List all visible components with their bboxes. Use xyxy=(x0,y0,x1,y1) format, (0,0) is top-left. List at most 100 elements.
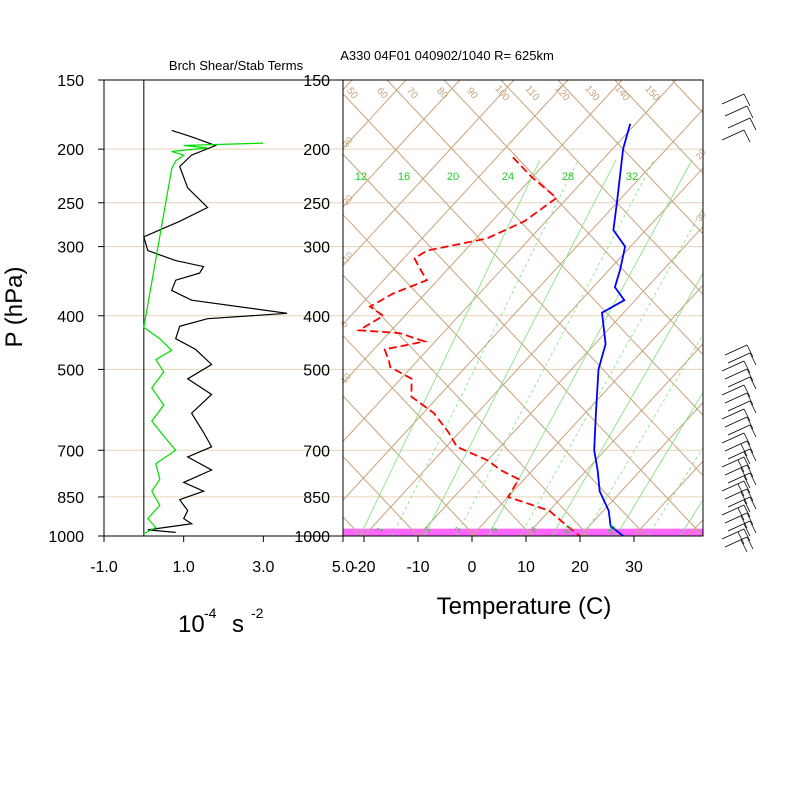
mixing-ratio-line xyxy=(359,159,541,536)
wind-barb-feather xyxy=(743,480,751,494)
wind-barb xyxy=(724,488,754,505)
wind-barb xyxy=(721,93,751,107)
dry-adiabat-label: 150 xyxy=(642,83,661,103)
wind-barb xyxy=(721,129,751,143)
wind-barb-feather xyxy=(749,400,757,414)
wind-barb-feather xyxy=(743,360,751,374)
isotherm-label: -20 xyxy=(339,193,355,209)
dry-adiabat-line xyxy=(343,93,703,477)
right-x-tick-label: -10 xyxy=(406,559,429,576)
wind-barb xyxy=(721,432,751,446)
mixing-ratio-label: 12 xyxy=(355,171,367,183)
wind-barb xyxy=(727,448,757,465)
right-y-tick-label: 500 xyxy=(303,362,330,379)
isotherm-line xyxy=(796,80,800,536)
wind-barb-shaft xyxy=(727,376,751,388)
wind-barb-shaft xyxy=(724,536,748,548)
wind-barb-feather xyxy=(743,451,751,465)
wind-barb xyxy=(727,472,757,489)
wind-barb xyxy=(727,424,757,438)
dry-adiabat-label: 50 xyxy=(344,86,360,102)
wind-barb-shaft xyxy=(727,496,751,508)
wind-barb xyxy=(727,400,757,414)
isotherm-line xyxy=(742,80,800,536)
wind-barb-feather xyxy=(746,105,754,119)
wind-barb-shaft xyxy=(727,472,751,484)
mixing-ratio-line xyxy=(423,159,617,536)
right-y-tick-label: 300 xyxy=(303,240,330,257)
wind-barb xyxy=(724,344,754,358)
isotherm-label: -10 xyxy=(339,250,355,266)
low-mixing-label: 2 xyxy=(423,525,433,534)
wind-barb-feather xyxy=(743,523,751,537)
wind-barb xyxy=(721,504,751,521)
wind-barb-feather xyxy=(746,536,754,550)
wind-barb xyxy=(724,440,754,457)
wind-barb-feather xyxy=(737,507,745,521)
x-label-exponent: -4 xyxy=(204,605,217,621)
right-x-tick-label: -20 xyxy=(352,559,375,576)
isotherm-line xyxy=(343,80,461,208)
x-label-unit-exponent: -2 xyxy=(251,605,264,621)
surface-highlight-band xyxy=(343,528,703,536)
low-mixing-label: 8 xyxy=(529,525,539,534)
isotherm-line xyxy=(363,167,703,536)
right-x-tick-label: 0 xyxy=(468,559,477,576)
right-y-tick-label: 1000 xyxy=(294,529,330,546)
right-y-tick-label: 250 xyxy=(303,196,330,213)
dry-adiabat-line xyxy=(729,80,800,536)
wind-barb-feather xyxy=(740,515,748,529)
mixing-ratio-label: 32 xyxy=(626,171,638,183)
dry-adiabat-line xyxy=(500,80,703,295)
isotherm-line xyxy=(343,108,703,501)
left-y-tick-label: 150 xyxy=(57,73,84,90)
wind-barb xyxy=(727,117,757,131)
wind-barb-feather xyxy=(737,483,745,497)
x-label-base: 10 xyxy=(178,611,205,638)
wind-barb xyxy=(724,512,754,529)
wind-barb-feather xyxy=(749,117,757,131)
temperature-line xyxy=(593,123,632,536)
isotherm-label: 30 xyxy=(694,209,708,223)
wind-barb-feather xyxy=(743,408,751,422)
wind-barb xyxy=(724,464,754,481)
wind-barb-feather xyxy=(746,488,754,502)
left-x-tick-label: 1.0 xyxy=(173,559,195,576)
dry-adiabat-line xyxy=(343,395,476,536)
wind-barb-shaft xyxy=(721,129,745,141)
mixing-ratio-label: 28 xyxy=(562,171,574,183)
wind-barb-feather xyxy=(746,440,754,454)
wind-barb-shaft xyxy=(721,360,745,372)
left-y-tick-label: 850 xyxy=(57,490,84,507)
wind-barb-feather xyxy=(743,456,751,470)
wind-barb xyxy=(724,368,754,382)
right-x-axis-label: Temperature (C) xyxy=(437,593,612,620)
isotherm-label: 0 xyxy=(339,319,350,329)
mixing-ratio-label: 16 xyxy=(398,171,410,183)
dry-adiabat-line xyxy=(0,80,304,536)
isotherm-line xyxy=(579,401,703,536)
mixing-ratio-line xyxy=(647,446,703,536)
left-y-tick-label: 250 xyxy=(57,196,84,213)
wind-barb-feather xyxy=(743,528,751,542)
left-x-tick-label: -1.0 xyxy=(90,559,118,576)
wind-barb-shaft xyxy=(727,352,751,364)
left-y-tick-label: 1000 xyxy=(48,529,84,546)
wind-barb-feather xyxy=(746,368,754,382)
isotherm-line xyxy=(0,80,298,536)
wind-barb-shaft xyxy=(727,117,751,129)
left-panel: 150 200 250 300 400 500 700 850 1000 -1.0 1.0 3.0 5.… xyxy=(48,73,354,576)
mixing-ratio-line xyxy=(455,159,655,536)
wind-barb-shaft xyxy=(724,392,748,404)
wind-barb-shaft xyxy=(727,400,751,412)
wind-barb-feather xyxy=(737,531,745,545)
dry-adiabat-label: 80 xyxy=(434,86,450,102)
wind-barb-feather xyxy=(746,416,754,430)
left-y-tick-label: 300 xyxy=(57,240,84,257)
right-x-tick-label: 10 xyxy=(517,559,535,576)
wind-barb-shaft xyxy=(721,480,745,492)
wind-barb-shaft xyxy=(727,424,751,436)
wind-barb xyxy=(721,456,751,473)
dry-adiabat-label: 70 xyxy=(404,86,420,102)
wind-barb-shaft xyxy=(721,504,745,516)
